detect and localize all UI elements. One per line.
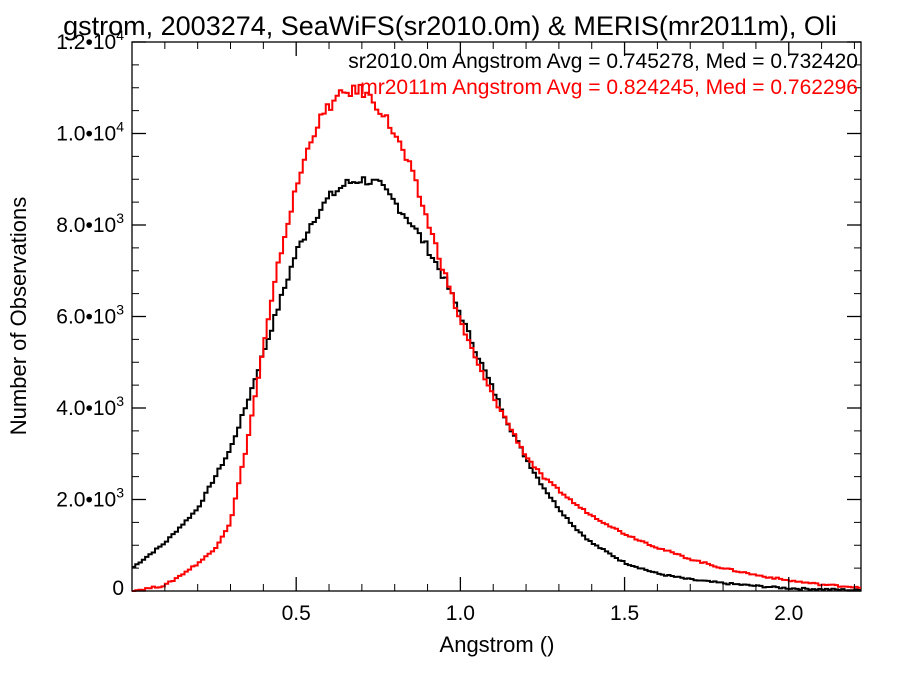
legend-entry-sr2010.0m: sr2010.0m Angstrom Avg = 0.745278, Med =…: [348, 50, 858, 73]
x-axis-label: Angstrom (): [440, 632, 555, 657]
y-tick-label: 2.0•103: [56, 485, 124, 512]
histogram-line-mr2011m: [132, 83, 861, 592]
histogram-line-sr2010.0m: [132, 176, 861, 592]
legend: sr2010.0m Angstrom Avg = 0.745278, Med =…: [348, 50, 858, 99]
chart-title: gstrom, 2003274, SeaWiFS(sr2010.0m) & ME…: [63, 11, 837, 41]
y-tick-label: 6.0•103: [56, 302, 124, 329]
series-layer: [132, 83, 861, 592]
plot-area: [131, 41, 862, 592]
y-tick-label: 0: [112, 577, 124, 600]
x-tick-label: 1.5: [610, 602, 639, 625]
y-tick-label: 1.0•104: [56, 119, 124, 146]
x-tick-label: 2.0: [774, 602, 803, 625]
series-sr2010.0m: [132, 176, 861, 592]
x-tick-label: 1.0: [446, 602, 475, 625]
y-axis-label: Number of Observations: [6, 197, 31, 435]
axis-ticks: 0.5 1.0 1.5 2.0 0 2.0•103 4.0•103 6.0•103 8.0•10…: [56, 27, 861, 625]
y-tick-label: 1.2•104: [56, 27, 124, 54]
y-tick-label: 4.0•103: [56, 393, 124, 420]
series-mr2011m: [132, 83, 861, 592]
x-tick-label: 0.5: [282, 602, 311, 625]
plot-frame: [131, 41, 862, 592]
y-tick-label: 8.0•103: [56, 210, 124, 237]
legend-entry-mr2011m: mr2011m Angstrom Avg = 0.824245, Med = 0…: [360, 76, 858, 99]
